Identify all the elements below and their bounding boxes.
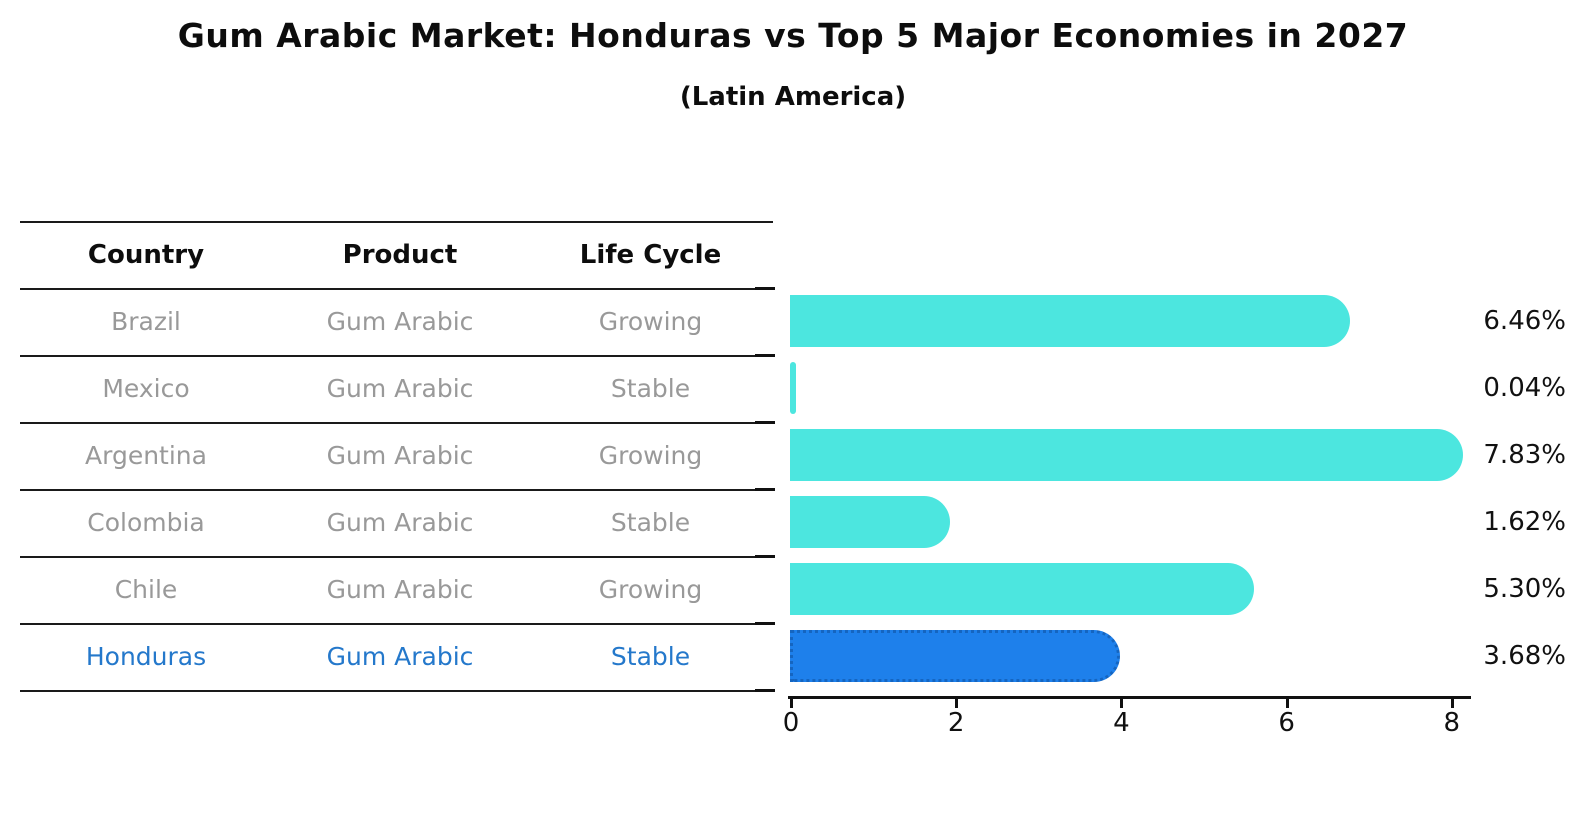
- value-label-mexico: 0.04%: [1483, 373, 1566, 403]
- bar-mexico: [790, 362, 796, 414]
- table-rule: [20, 556, 773, 558]
- cell-country: Honduras: [85, 642, 207, 671]
- bar-chile: [790, 563, 1254, 615]
- table-header-row: Country Product Life Cycle: [0, 221, 773, 288]
- value-label-argentina: 7.83%: [1483, 440, 1566, 470]
- cell-product: Gum Arabic: [326, 508, 474, 537]
- value-label-colombia: 1.62%: [1483, 507, 1566, 537]
- cell-product: Gum Arabic: [326, 575, 474, 604]
- x-tick-label: 0: [782, 708, 800, 738]
- x-axis-tick: [1285, 699, 1289, 708]
- table-rule: [20, 422, 773, 424]
- value-label-honduras: 3.68%: [1483, 641, 1566, 671]
- table-row-chile: Chile Gum Arabic Growing: [0, 556, 773, 623]
- cell-product: Gum Arabic: [326, 642, 474, 671]
- y-axis-tick: [755, 354, 775, 357]
- x-axis-tick: [1120, 699, 1124, 708]
- bar-honduras: [790, 630, 1120, 682]
- value-label-chile: 5.30%: [1483, 574, 1566, 604]
- cell-life-cycle: Growing: [598, 307, 703, 336]
- x-axis-tick: [1450, 699, 1454, 708]
- table-rule: [20, 690, 773, 692]
- table-row-brazil: Brazil Gum Arabic Growing: [0, 288, 773, 355]
- x-axis-tick: [790, 699, 793, 708]
- y-axis-tick: [755, 488, 775, 491]
- cell-product: Gum Arabic: [326, 441, 474, 470]
- x-axis-tick: [955, 699, 959, 708]
- table-row-mexico: Mexico Gum Arabic Stable: [0, 355, 773, 422]
- y-axis-tick: [755, 689, 775, 692]
- table-rule: [20, 489, 773, 491]
- table-rule: [20, 355, 773, 357]
- table-row-argentina: Argentina Gum Arabic Growing: [0, 422, 773, 489]
- table-rule: [20, 623, 773, 625]
- y-axis-tick: [755, 287, 775, 290]
- header-country: Country: [87, 239, 205, 270]
- bar-argentina: [790, 429, 1463, 481]
- header-product: Product: [342, 239, 458, 270]
- chart-title: Gum Arabic Market: Honduras vs Top 5 Maj…: [177, 16, 1409, 55]
- cell-country: Colombia: [87, 508, 205, 537]
- y-axis-tick: [755, 555, 775, 558]
- x-tick-label: 4: [1113, 708, 1130, 738]
- cell-product: Gum Arabic: [326, 374, 474, 403]
- cell-life-cycle: Growing: [598, 441, 703, 470]
- y-axis-tick: [755, 622, 775, 625]
- cell-country: Chile: [114, 575, 178, 604]
- x-tick-label: 2: [947, 708, 965, 738]
- bar-brazil: [790, 295, 1350, 347]
- cell-life-cycle: Stable: [610, 642, 691, 671]
- y-axis-tick: [755, 421, 775, 424]
- cell-life-cycle: Stable: [610, 374, 691, 403]
- cell-life-cycle: Stable: [610, 508, 691, 537]
- cell-country: Argentina: [85, 441, 207, 470]
- table-row-colombia: Colombia Gum Arabic Stable: [0, 489, 773, 556]
- cell-country: Brazil: [111, 307, 181, 336]
- table-rule: [20, 288, 773, 290]
- cell-product: Gum Arabic: [326, 307, 474, 336]
- cell-life-cycle: Growing: [598, 575, 703, 604]
- table-rule: [20, 221, 773, 223]
- x-tick-label: 6: [1278, 708, 1295, 738]
- cell-country: Mexico: [102, 374, 190, 403]
- chart-subtitle: (Latin America): [679, 82, 907, 112]
- x-axis-line: [788, 696, 1471, 699]
- bar-colombia: [790, 496, 950, 548]
- value-label-brazil: 6.46%: [1483, 306, 1566, 336]
- header-life-cycle: Life Cycle: [579, 239, 722, 270]
- x-tick-label: 8: [1443, 708, 1461, 738]
- table-row-honduras: Honduras Gum Arabic Stable: [0, 623, 773, 690]
